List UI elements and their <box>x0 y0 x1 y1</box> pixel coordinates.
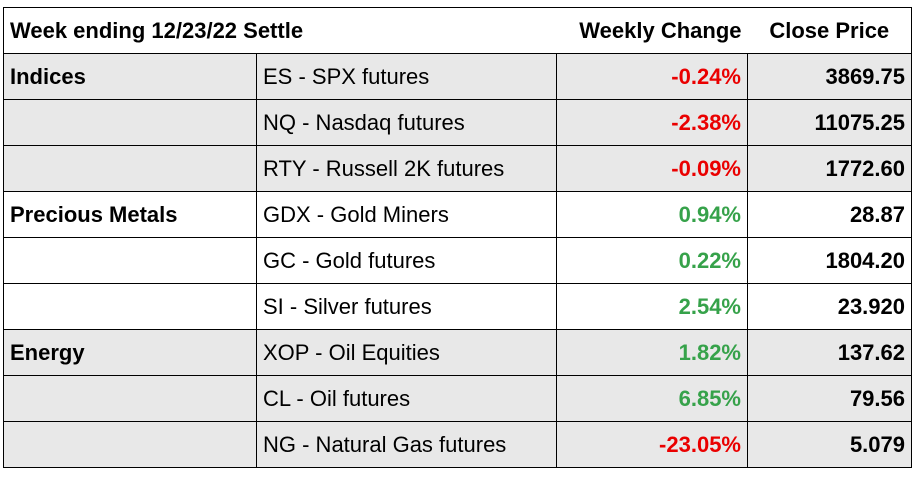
table-row: Indices ES - SPX futures -0.24% 3869.75 <box>3 53 912 100</box>
table-row: SI - Silver futures 2.54% 23.920 <box>3 283 912 330</box>
group-label: Precious Metals <box>3 191 257 238</box>
instrument-name: XOP - Oil Equities <box>256 329 557 376</box>
group-label: Indices <box>3 53 257 100</box>
group-label: Energy <box>3 329 257 376</box>
weekly-change-value: -0.24% <box>556 53 748 100</box>
weekly-change-value: 0.22% <box>556 237 748 284</box>
instrument-name: ES - SPX futures <box>256 53 557 100</box>
instrument-name: CL - Oil futures <box>256 375 557 422</box>
instrument-name: NG - Natural Gas futures <box>256 421 557 468</box>
settlement-table: Week ending 12/23/22 Settle Weekly Chang… <box>3 7 912 468</box>
weekly-change-value: 6.85% <box>556 375 748 422</box>
close-price-value: 3869.75 <box>747 53 912 100</box>
close-price-value: 5.079 <box>747 421 912 468</box>
group-label <box>3 237 257 284</box>
table-row: GC - Gold futures 0.22% 1804.20 <box>3 237 912 284</box>
weekly-change-value: 2.54% <box>556 283 748 330</box>
table-row: CL - Oil futures 6.85% 79.56 <box>3 375 912 422</box>
group-label <box>3 99 257 146</box>
group-label <box>3 145 257 192</box>
instrument-name: RTY - Russell 2K futures <box>256 145 557 192</box>
weekly-change-value: 1.82% <box>556 329 748 376</box>
weekly-change-header: Weekly Change <box>556 7 748 54</box>
close-price-value: 1772.60 <box>747 145 912 192</box>
close-price-header: Close Price <box>747 7 912 54</box>
table-row: NG - Natural Gas futures -23.05% 5.079 <box>3 421 912 468</box>
header-row: Week ending 12/23/22 Settle Weekly Chang… <box>3 7 912 54</box>
close-price-value: 28.87 <box>747 191 912 238</box>
group-label <box>3 375 257 422</box>
instrument-name: GC - Gold futures <box>256 237 557 284</box>
table-row: RTY - Russell 2K futures -0.09% 1772.60 <box>3 145 912 192</box>
table-row: Precious Metals GDX - Gold Miners 0.94% … <box>3 191 912 238</box>
close-price-value: 137.62 <box>747 329 912 376</box>
group-label <box>3 421 257 468</box>
weekly-change-value: -2.38% <box>556 99 748 146</box>
weekly-change-value: 0.94% <box>556 191 748 238</box>
table-row: NQ - Nasdaq futures -2.38% 11075.25 <box>3 99 912 146</box>
weekly-change-value: -0.09% <box>556 145 748 192</box>
table-row: Energy XOP - Oil Equities 1.82% 137.62 <box>3 329 912 376</box>
instrument-name: SI - Silver futures <box>256 283 557 330</box>
close-price-value: 79.56 <box>747 375 912 422</box>
close-price-value: 23.920 <box>747 283 912 330</box>
close-price-value: 11075.25 <box>747 99 912 146</box>
group-label <box>3 283 257 330</box>
instrument-name: GDX - Gold Miners <box>256 191 557 238</box>
table-title: Week ending 12/23/22 Settle <box>3 7 557 54</box>
close-price-value: 1804.20 <box>747 237 912 284</box>
instrument-name: NQ - Nasdaq futures <box>256 99 557 146</box>
weekly-change-value: -23.05% <box>556 421 748 468</box>
